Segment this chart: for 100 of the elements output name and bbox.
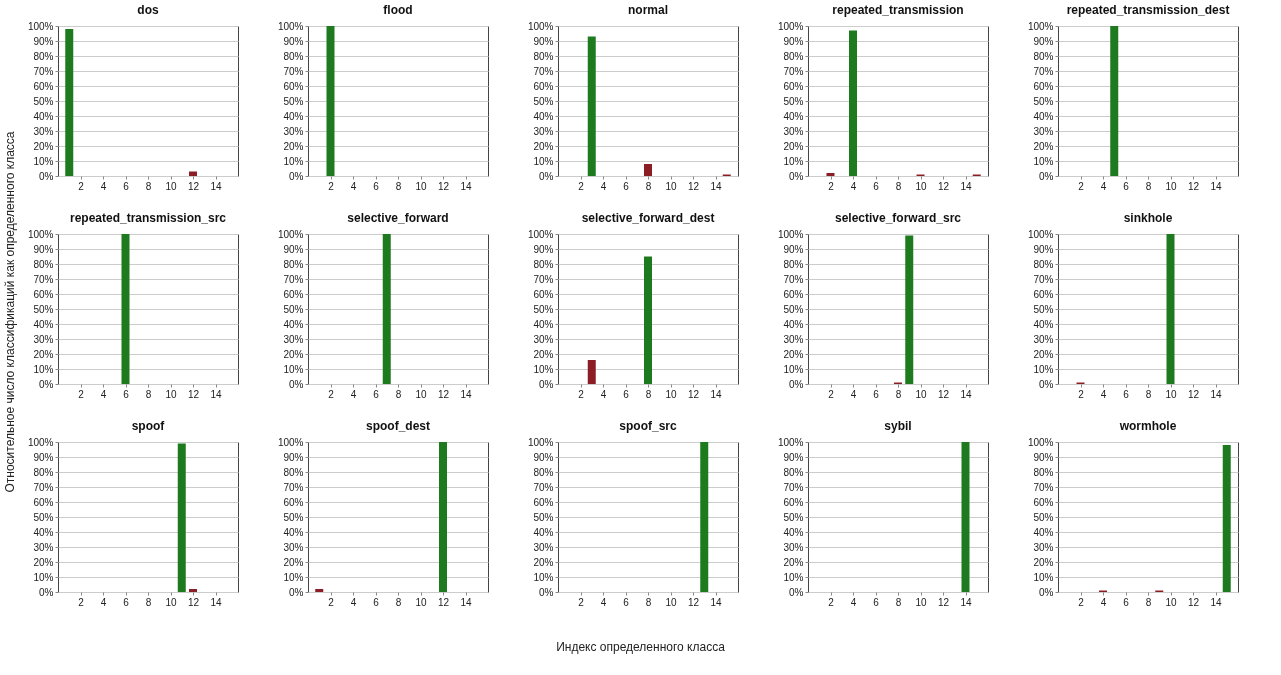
x-tick-label: 6	[623, 596, 630, 608]
x-tick-label: 8	[1145, 388, 1152, 400]
x-tick-label: 12	[687, 180, 700, 192]
y-tick-label: 100%	[277, 436, 304, 448]
x-tick-label: 10	[665, 388, 677, 400]
x-tick-label: 12	[1187, 596, 1200, 608]
x-tick-label: 12	[937, 596, 950, 608]
y-tick-label: 100%	[27, 228, 54, 240]
y-tick-label: 80%	[33, 466, 54, 478]
y-tick-label: 60%	[533, 80, 554, 92]
x-tick-label: 14	[1210, 180, 1222, 192]
y-tick-label: 10%	[33, 363, 54, 375]
x-tick-label: 4	[850, 388, 857, 400]
x-tick-label: 4	[350, 180, 357, 192]
y-tick-label: 80%	[783, 258, 804, 270]
y-tick-label: 70%	[783, 273, 804, 285]
chart-title: sinkhole	[1123, 211, 1173, 225]
y-tick-label: 80%	[783, 50, 804, 62]
chart-title: selective_forward_src	[834, 211, 962, 225]
y-tick-label: 10%	[533, 571, 554, 583]
y-tick-label: 0%	[539, 378, 554, 390]
x-tick-label: 12	[937, 180, 950, 192]
x-tick-label: 6	[123, 596, 130, 608]
y-tick-label: 70%	[533, 481, 554, 493]
x-tick-label: 8	[395, 596, 402, 608]
y-tick-label: 100%	[527, 436, 554, 448]
y-tick-label: 100%	[1027, 20, 1054, 32]
y-tick-label: 40%	[1033, 110, 1054, 122]
x-tick-label: 12	[687, 388, 700, 400]
y-tick-label: 20%	[783, 140, 804, 152]
y-tick-label: 90%	[783, 243, 804, 255]
y-tick-label: 90%	[1033, 451, 1054, 463]
bar	[587, 36, 596, 176]
y-tick-label: 0%	[789, 378, 804, 390]
x-tick-label: 8	[895, 180, 902, 192]
x-tick-label: 6	[623, 388, 630, 400]
y-tick-label: 10%	[33, 155, 54, 167]
x-tick-label: 12	[687, 596, 700, 608]
y-tick-label: 20%	[783, 556, 804, 568]
x-tick-label: 12	[437, 596, 450, 608]
y-tick-label: 100%	[777, 228, 804, 240]
x-tick-label: 12	[437, 180, 450, 192]
y-tick-label: 10%	[33, 571, 54, 583]
x-tick-label: 4	[600, 388, 607, 400]
y-tick-label: 30%	[533, 333, 554, 345]
y-tick-label: 40%	[283, 526, 304, 538]
y-tick-label: 90%	[283, 243, 304, 255]
y-tick-label: 60%	[1033, 80, 1054, 92]
y-tick-label: 0%	[289, 170, 304, 182]
y-tick-label: 50%	[1033, 511, 1054, 523]
y-tick-label: 0%	[1039, 378, 1054, 390]
x-tick-label: 14	[960, 596, 972, 608]
y-tick-label: 0%	[39, 170, 54, 182]
y-tick-label: 90%	[33, 243, 54, 255]
y-tick-label: 10%	[1033, 571, 1054, 583]
x-tick-label: 14	[1210, 596, 1222, 608]
x-tick-label: 6	[1123, 388, 1130, 400]
y-tick-label: 30%	[283, 333, 304, 345]
chart-title: selective_forward_dest	[581, 211, 715, 225]
x-tick-label: 14	[210, 180, 222, 192]
x-tick-label: 10	[1165, 180, 1177, 192]
y-tick-label: 80%	[1033, 258, 1054, 270]
y-tick-label: 20%	[33, 348, 54, 360]
y-tick-label: 60%	[33, 288, 54, 300]
y-tick-label: 30%	[33, 125, 54, 137]
x-tick-label: 8	[395, 180, 402, 192]
x-tick-label: 14	[210, 596, 222, 608]
y-tick-label: 60%	[783, 80, 804, 92]
y-tick-label: 40%	[533, 318, 554, 330]
y-tick-label: 0%	[539, 170, 554, 182]
y-tick-label: 50%	[283, 95, 304, 107]
y-tick-label: 20%	[1033, 556, 1054, 568]
y-tick-label: 60%	[33, 80, 54, 92]
y-tick-label: 70%	[33, 65, 54, 77]
y-tick-label: 30%	[533, 541, 554, 553]
x-tick-label: 8	[645, 180, 652, 192]
y-tick-label: 10%	[283, 155, 304, 167]
y-tick-label: 50%	[33, 95, 54, 107]
x-tick-label: 10	[165, 180, 177, 192]
x-tick-label: 8	[645, 596, 652, 608]
y-tick-label: 10%	[283, 571, 304, 583]
y-tick-label: 90%	[33, 35, 54, 47]
y-tick-label: 70%	[783, 65, 804, 77]
x-tick-label: 14	[460, 388, 472, 400]
y-tick-label: 40%	[1033, 526, 1054, 538]
y-tick-label: 80%	[783, 466, 804, 478]
y-tick-label: 80%	[283, 258, 304, 270]
x-tick-label: 8	[895, 388, 902, 400]
y-tick-label: 40%	[783, 526, 804, 538]
y-tick-label: 0%	[289, 586, 304, 598]
x-tick-label: 2	[78, 388, 85, 400]
y-tick-label: 70%	[1033, 65, 1054, 77]
y-tick-label: 100%	[277, 228, 304, 240]
x-tick-label: 12	[437, 388, 450, 400]
x-tick-label: 12	[937, 388, 950, 400]
y-tick-label: 60%	[1033, 288, 1054, 300]
y-tick-label: 80%	[533, 466, 554, 478]
x-tick-label: 12	[1187, 180, 1200, 192]
y-tick-label: 0%	[289, 378, 304, 390]
y-tick-label: 100%	[277, 20, 304, 32]
